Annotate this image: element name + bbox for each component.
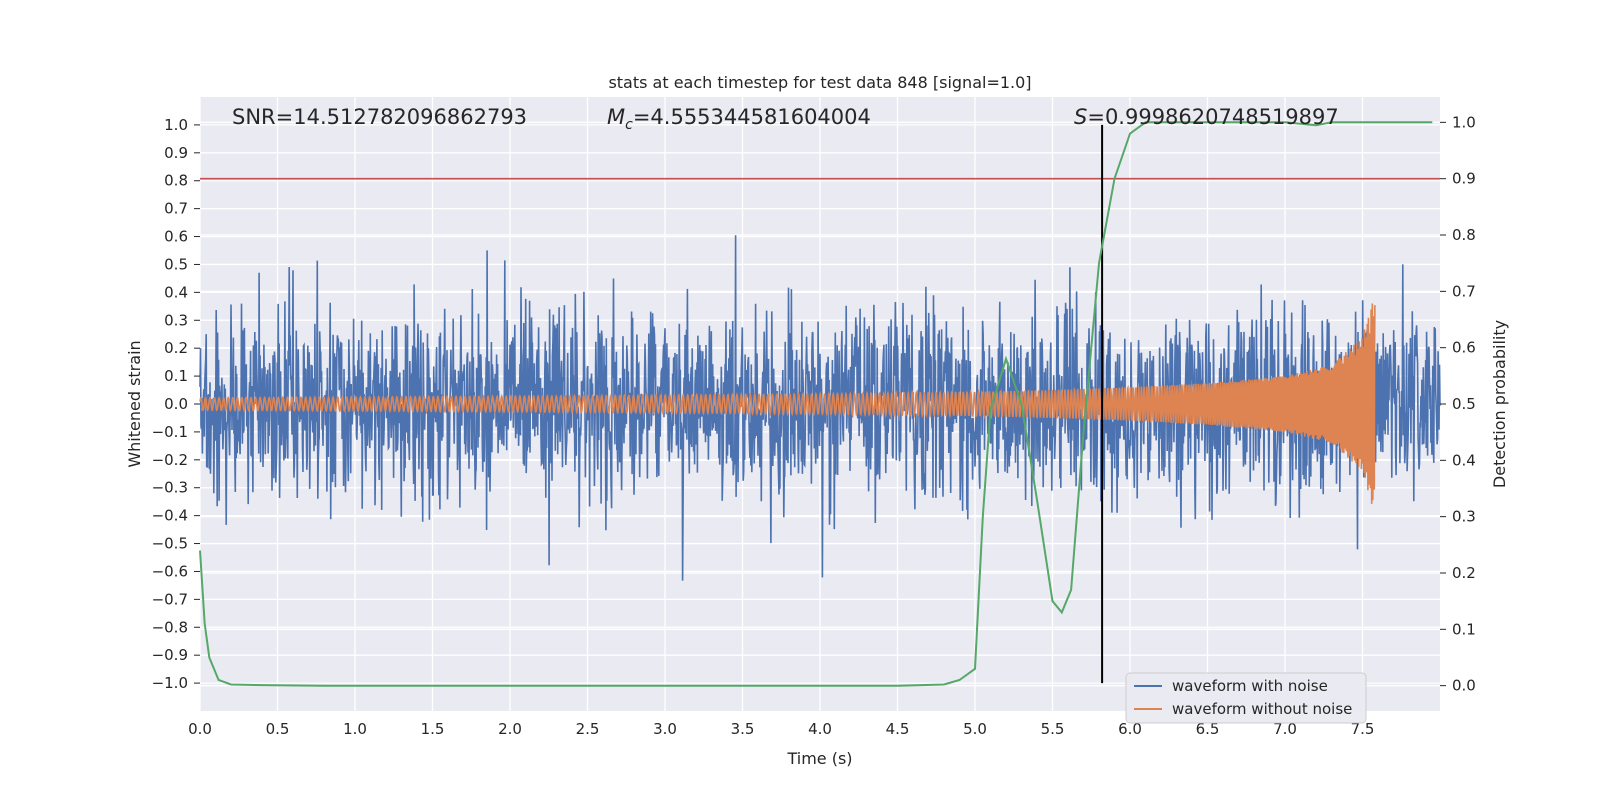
y-right-tick-label-10: 1.0 xyxy=(1452,113,1476,131)
y-right-tick-label-4: 0.4 xyxy=(1452,451,1476,469)
y-tick-label-5: −0.5 xyxy=(152,535,188,553)
series-waveform-without-noise xyxy=(199,303,1376,504)
waveform-without-noise-line xyxy=(199,303,1376,504)
y-tick-label-0: −1.0 xyxy=(152,674,188,692)
x-tick-label-13: 6.5 xyxy=(1196,720,1220,738)
y-tick-label-17: 0.7 xyxy=(164,200,188,218)
y-tick-label-8: −0.2 xyxy=(152,451,188,469)
chirp-mass-symbol: M xyxy=(607,105,625,129)
chirp-mass-subscript: c xyxy=(625,117,633,133)
y-right-tick-label-0: 0.0 xyxy=(1452,677,1476,695)
y-tick-label-9: −0.1 xyxy=(152,423,188,441)
y-right-tick-label-3: 0.3 xyxy=(1452,508,1476,526)
y-right-tick-label-1: 0.1 xyxy=(1452,620,1476,638)
y-tick-label-14: 0.4 xyxy=(164,283,188,301)
x-tick-label-6: 3.0 xyxy=(653,720,677,738)
y-right-tick-label-8: 0.8 xyxy=(1452,226,1476,244)
y-tick-label-3: −0.7 xyxy=(152,590,188,608)
snr-annotation: SNR=14.512782096862793 xyxy=(232,105,527,129)
x-tick-label-10: 5.0 xyxy=(963,720,987,738)
y-tick-label-6: −0.4 xyxy=(152,507,188,525)
x-tick-label-14: 7.0 xyxy=(1273,720,1297,738)
score-value: =0.9998620748519897 xyxy=(1087,105,1338,129)
y-right-tick-label-6: 0.6 xyxy=(1452,339,1476,357)
y-right-tick-label-9: 0.9 xyxy=(1452,170,1476,188)
legend: waveform with noise waveform without noi… xyxy=(1125,672,1367,724)
y-tick-label-2: −0.8 xyxy=(152,618,188,636)
x-tick-label-7: 3.5 xyxy=(731,720,755,738)
y-tick-label-12: 0.2 xyxy=(164,339,188,357)
legend-label-waveform-with-noise: waveform with noise xyxy=(1172,677,1328,695)
score-annotation: S=0.9998620748519897 xyxy=(1074,105,1339,129)
legend-label-waveform-without-noise: waveform without noise xyxy=(1172,700,1352,718)
y-tick-label-10: 0.0 xyxy=(164,395,188,413)
y-tick-label-18: 0.8 xyxy=(164,172,188,190)
chirp-mass-value: =4.555344581604004 xyxy=(633,105,871,129)
y-tick-label-4: −0.6 xyxy=(152,562,188,580)
y-tick-label-1: −0.9 xyxy=(152,646,188,664)
score-symbol: S xyxy=(1074,105,1087,129)
x-tick-label-4: 2.0 xyxy=(498,720,522,738)
x-tick-label-9: 4.5 xyxy=(886,720,910,738)
chirp-mass-annotation: Mc=4.555344581604004 xyxy=(607,105,871,133)
y-tick-label-16: 0.6 xyxy=(164,228,188,246)
y-axis-right-ticks: 0.0 0.1 0.2 0.3 0.4 0.5 0.6 0.7 0.8 0.9 1.0 xyxy=(1440,113,1476,695)
y-right-tick-label-5: 0.5 xyxy=(1452,395,1476,413)
x-tick-label-3: 1.5 xyxy=(421,720,445,738)
x-tick-label-1: 0.5 xyxy=(266,720,290,738)
legend-box xyxy=(1125,672,1367,724)
x-tick-label-11: 5.5 xyxy=(1041,720,1065,738)
x-tick-label-0: 0.0 xyxy=(188,720,212,738)
y-axis-left-ticks: −1.0 −0.9 −0.8 −0.7 −0.6 −0.5 −0.4 −0.3 −0.2 −0.1… xyxy=(152,116,200,692)
y-right-tick-label-7: 0.7 xyxy=(1452,282,1476,300)
x-tick-label-2: 1.0 xyxy=(343,720,367,738)
x-tick-label-5: 2.5 xyxy=(576,720,600,738)
chart-title: stats at each timestep for test data 848… xyxy=(608,73,1031,92)
y-tick-label-20: 1.0 xyxy=(164,116,188,134)
y-tick-label-19: 0.9 xyxy=(164,144,188,162)
y-tick-label-7: −0.3 xyxy=(152,479,188,497)
y-tick-label-13: 0.3 xyxy=(164,311,188,329)
x-tick-label-12: 6.0 xyxy=(1118,720,1142,738)
x-tick-label-8: 4.0 xyxy=(808,720,832,738)
series-detection-probability xyxy=(199,121,1433,687)
x-axis-label: Time (s) xyxy=(786,749,852,768)
y-tick-label-11: 0.1 xyxy=(164,367,188,385)
x-tick-label-15: 7.5 xyxy=(1351,720,1375,738)
y-axis-label: Whitened strain xyxy=(125,340,144,467)
y-tick-label-15: 0.5 xyxy=(164,255,188,273)
x-axis-ticks: 0.0 0.5 1.0 1.5 2.0 2.5 3.0 3.5 4.0 4.5 5.0 5.5 6.0 6… xyxy=(188,720,1374,738)
y-right-tick-label-2: 0.2 xyxy=(1452,564,1476,582)
y-axis-right-label: Detection probability xyxy=(1490,320,1509,488)
